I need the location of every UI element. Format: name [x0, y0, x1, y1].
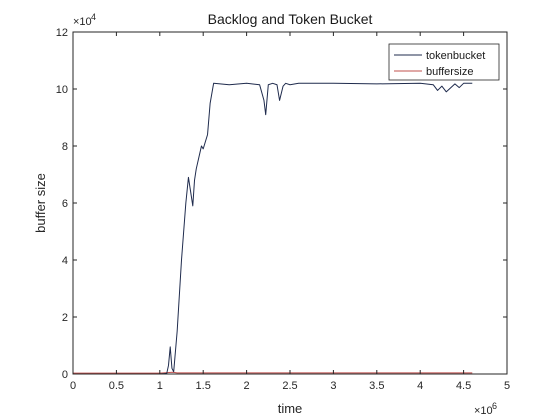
- y-tick-label: 8: [62, 141, 68, 153]
- x-tick-label: 2.5: [282, 380, 297, 392]
- series-layer: [73, 82, 473, 375]
- x-tick-label: 4.5: [456, 380, 471, 392]
- x-tick-label: 5: [504, 380, 510, 392]
- x-exponent-power: 6: [492, 401, 497, 411]
- y-exponent-base: ×10: [73, 16, 92, 28]
- y-tick-label: 4: [62, 255, 68, 267]
- legend-label-buffersize: buffersize: [426, 66, 474, 78]
- y-tick-label: 10: [56, 84, 68, 96]
- y-axis-exponent: ×10 4: [73, 12, 96, 28]
- x-tick-label: 0: [70, 380, 76, 392]
- x-tick-label: 4: [417, 380, 423, 392]
- y-tick-label: 12: [56, 27, 68, 39]
- plot-background: [73, 32, 507, 374]
- x-exponent-base: ×10: [474, 405, 493, 417]
- legend: tokenbucket buffersize: [388, 43, 500, 81]
- legend-box: [388, 43, 500, 81]
- x-tick-label: 3.5: [369, 380, 384, 392]
- x-tick-label: 2: [244, 380, 250, 392]
- series-line-buffersize: [73, 371, 473, 374]
- series-line-tokenbucket: [73, 82, 473, 375]
- x-tick-label: 1.5: [196, 380, 211, 392]
- y-axis-label: buffer size: [33, 173, 48, 233]
- y-tick-label: 6: [62, 198, 68, 210]
- y-tick-label: 2: [62, 312, 68, 324]
- y-tick-label: 0: [62, 369, 68, 381]
- x-tick-label: 1: [157, 380, 163, 392]
- x-axis-ticks: 0 0.5 1 1.5 2 2.5 3 3.5 4 4.5 5: [70, 32, 510, 392]
- y-exponent-power: 4: [91, 12, 96, 22]
- x-axis-exponent: ×10 6: [474, 401, 497, 417]
- x-tick-label: 0.5: [109, 380, 124, 392]
- x-axis-label: time: [278, 401, 303, 416]
- legend-label-tokenbucket: tokenbucket: [426, 50, 485, 62]
- x-tick-label: 3: [330, 380, 336, 392]
- chart-title: Backlog and Token Bucket: [208, 11, 373, 27]
- y-axis-ticks: 0 2 4 6 8 10 12: [56, 27, 507, 381]
